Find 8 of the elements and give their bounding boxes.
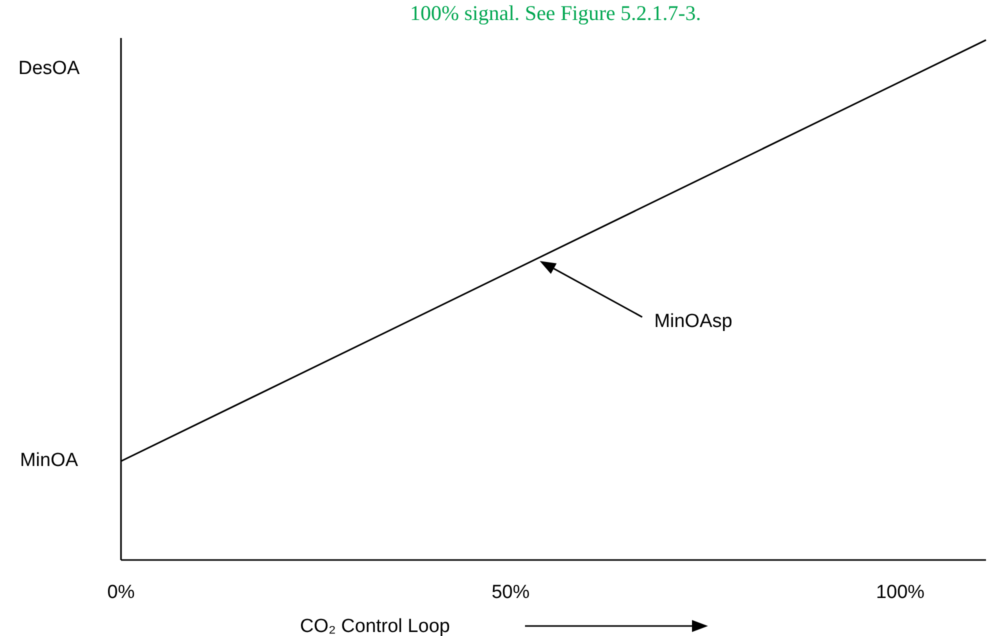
annotation: MinOAsp <box>654 311 732 332</box>
text: 100% signal. See Figure 5.2.1.7-3. <box>410 1 702 25</box>
x-tick-label: 0% <box>107 582 135 603</box>
x-tick-label: 50% <box>492 582 530 603</box>
text: MinOA <box>20 450 78 472</box>
text: DesOA <box>18 58 80 80</box>
x-axis-title: CO₂ Control Loop <box>300 616 450 636</box>
x-tick-label: 100% <box>876 582 925 603</box>
